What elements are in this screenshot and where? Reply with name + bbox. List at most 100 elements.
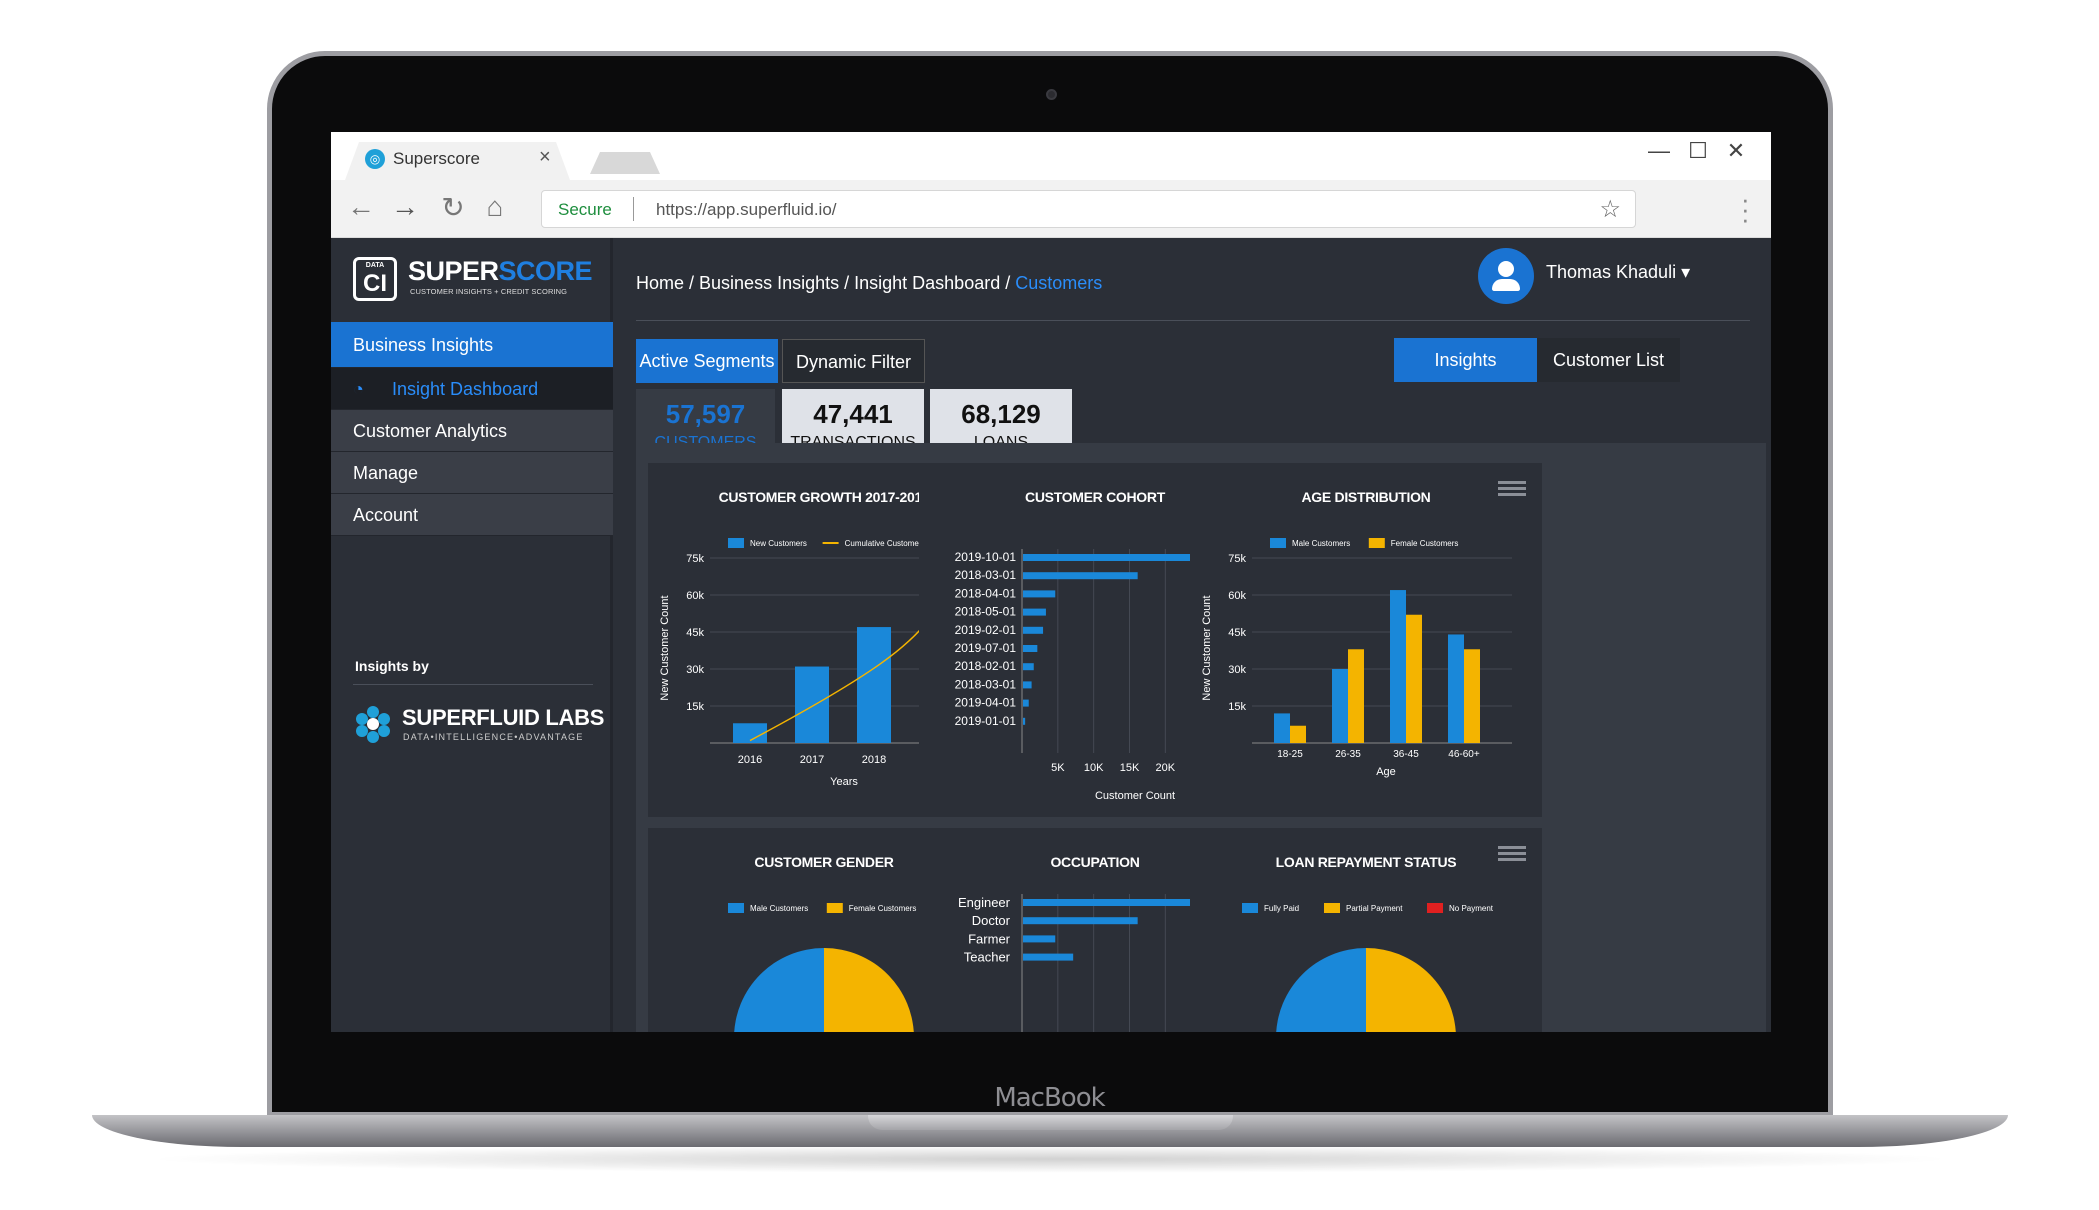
x-tick-label: 36-45 [1393, 749, 1419, 760]
bar [1023, 608, 1046, 616]
y-tick-label: 30k [686, 664, 704, 676]
partner-name: SUPERFLUID LABS [402, 705, 605, 730]
chart-menu-icon[interactable] [1498, 846, 1526, 862]
y-tick-label: 2019-07-01 [955, 641, 1017, 655]
window-maximize-button[interactable]: ☐ [1688, 138, 1708, 163]
breadcrumb-separator: / [839, 273, 855, 293]
legend-swatch [1368, 538, 1385, 548]
y-axis-label: New Customer Count [1201, 595, 1213, 700]
user-avatar-icon[interactable] [1478, 248, 1534, 304]
sidebar-item-account[interactable]: Account [331, 494, 613, 536]
breadcrumb-business-insights[interactable]: Business Insights [699, 273, 840, 293]
y-tick-label: 75k [686, 553, 704, 565]
kpi-value: 57,597 [665, 399, 746, 429]
bar [1023, 626, 1044, 634]
chart-menu-icon[interactable] [1498, 481, 1526, 497]
forward-arrow-icon[interactable]: → [391, 191, 419, 222]
chart-svg: 5K10K15K20K25K30K2019-10-012018-03-01201… [955, 549, 1247, 802]
partner-tagline: DATA•INTELLIGENCE•ADVANTAGE [403, 732, 584, 742]
legend-swatch [1242, 903, 1258, 913]
new-tab-button[interactable] [590, 152, 660, 174]
bar [1348, 649, 1364, 743]
y-tick-label: 60k [686, 590, 704, 602]
breadcrumb-insight-dashboard[interactable]: Insight Dashboard [854, 273, 1001, 293]
bar [1290, 725, 1306, 743]
pie-slice [734, 948, 824, 1032]
back-arrow-icon[interactable]: ← [347, 191, 375, 222]
bar [1332, 669, 1348, 743]
breadcrumb-separator: / [684, 273, 700, 293]
chart-svg: Engineer Doctor Farmer Teacher [958, 894, 1238, 1032]
insights-by-label: Insights by [355, 658, 429, 674]
sidebar-item-customer-analytics[interactable]: Customer Analytics [331, 410, 613, 452]
y-tick-label: 2019-10-01 [955, 550, 1017, 564]
browser-menu-icon[interactable]: · · · [1741, 184, 1750, 234]
legend-swatch [728, 538, 744, 548]
sidebar-item-manage[interactable]: Manage [331, 452, 613, 494]
y-tick-label: 2018-03-01 [955, 677, 1017, 691]
superfluid-logo-icon [356, 706, 390, 743]
legend-label: Male Customers [1292, 539, 1350, 548]
x-tick-label: 2016 [738, 754, 762, 766]
y-tick-label: 75k [1228, 553, 1246, 565]
breadcrumb-separator: / [1000, 273, 1016, 293]
legend-label: New Customers [750, 539, 807, 548]
y-tick-label: 60k [1228, 590, 1246, 602]
y-tick-label: 45k [1228, 627, 1246, 639]
address-bar[interactable]: Secure https://app.superfluid.io/ ☆ [541, 190, 1636, 228]
tab-customer-list[interactable]: Customer List [1537, 338, 1680, 382]
y-tick-label: 2018-03-01 [955, 568, 1017, 582]
home-icon[interactable]: ⌂ [486, 191, 504, 222]
x-tick-label: 5K [1051, 762, 1065, 774]
legend-label: Cumulative Customers [845, 539, 926, 548]
brand-title-part1: SUPER [408, 256, 499, 286]
x-tick-label: 15K [1120, 762, 1140, 774]
url-text[interactable]: https://app.superfluid.io/ [656, 200, 837, 219]
x-axis-label: Age [1376, 766, 1396, 778]
address-divider [633, 197, 634, 221]
chart-title: CUSTOMER GROWTH 2017-2019 [718, 489, 930, 505]
legend-label: Female Customers [849, 904, 917, 913]
legend-label: No Payment [1449, 904, 1494, 913]
y-tick-label: 2018-02-01 [955, 659, 1017, 673]
chart-age-distribution: AGE DISTRIBUTION Male Customers Female Cu… [1190, 463, 1542, 817]
bar [1274, 713, 1290, 743]
user-menu[interactable]: Thomas Khaduli ▾ [1546, 262, 1691, 282]
main-content: Home / Business Insights / Insight Dashb… [616, 238, 1771, 1032]
sidebar-item-business-insights[interactable]: Business Insights [331, 322, 613, 368]
bar [1464, 649, 1480, 743]
tab-title: Superscore [393, 149, 480, 168]
bar [1023, 717, 1026, 725]
active-segments-dropdown[interactable]: Active Segments ▾ [636, 339, 778, 415]
bar [1023, 953, 1074, 961]
pie-slice [1276, 948, 1366, 1032]
tab-insights[interactable]: Insights [1394, 338, 1537, 382]
y-tick-label: 15k [1228, 701, 1246, 713]
chart-svg: Male Customers Female Customers [728, 903, 917, 1032]
bar [1023, 917, 1138, 925]
sidebar-item-insight-dashboard[interactable]: ◔ Insight Dashboard [331, 368, 613, 410]
window-close-button[interactable]: ✕ [1726, 138, 1746, 163]
brand-title: SUPERSCORE [408, 256, 593, 287]
reload-icon[interactable]: ↻ [441, 192, 465, 223]
window-minimize-button[interactable]: — [1648, 138, 1670, 163]
legend-swatch [826, 903, 843, 913]
y-tick-label: 2019-02-01 [955, 623, 1017, 637]
bookmark-star-icon[interactable]: ☆ [1599, 196, 1621, 223]
browser-tabstrip: ◎ Superscore × — ☐ ✕ [331, 132, 1771, 180]
x-tick-label: 18-25 [1277, 749, 1303, 760]
browser-toolbar: ← → ↻ ⌂ Secure https://app.superfluid.io… [331, 180, 1771, 238]
legend-swatch [728, 903, 744, 913]
sidebar: DATA CI SUPERSCORE CUSTOMER INSIGHTS + C… [331, 238, 613, 1032]
chart-title: AGE DISTRIBUTION [1301, 489, 1431, 505]
logo-mark: CI [363, 270, 387, 297]
bar [1023, 935, 1056, 943]
x-tick-label: 46-60+ [1448, 749, 1480, 760]
breadcrumb-home[interactable]: Home [636, 273, 685, 293]
legend-label: Female Customers [1391, 539, 1459, 548]
bar [1023, 663, 1034, 671]
tab-close-icon[interactable]: × [539, 146, 551, 168]
bar [1023, 590, 1056, 598]
dynamic-filter-button[interactable]: Dynamic Filter [782, 339, 925, 383]
chart-title: OCCUPATION [1050, 854, 1140, 870]
